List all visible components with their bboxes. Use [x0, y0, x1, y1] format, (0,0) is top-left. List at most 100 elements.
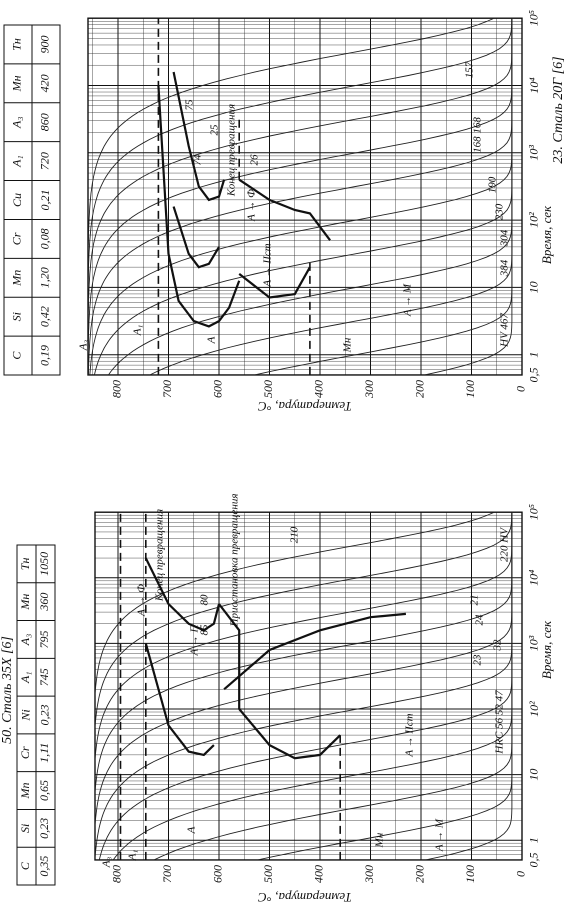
temperature-tick-label: 500: [261, 865, 275, 883]
table-header: Mn: [10, 270, 24, 287]
annotation: A → IIст: [262, 243, 274, 287]
annotation: 210: [289, 526, 301, 543]
cooling-curve: [88, 18, 494, 375]
table-value: 1,20: [38, 267, 52, 288]
temperature-tick-label: 400: [312, 865, 326, 883]
cooling-curve: [153, 512, 513, 860]
table-value: 745: [37, 668, 51, 686]
x-axis-label: Время, сек: [539, 620, 554, 679]
table-header: Tн: [18, 558, 32, 571]
time-tick-label: 10³: [527, 635, 541, 651]
annotation: 80: [199, 594, 211, 606]
table-header: Mn: [18, 783, 32, 800]
temperature-tick-label: 600: [211, 380, 225, 398]
temperature-tick-label: 100: [463, 865, 477, 883]
annotation: HRC 56 52 47: [494, 690, 506, 755]
annotation: A → M: [402, 283, 414, 317]
temperature-tick-label: 500: [261, 380, 275, 398]
cooling-curve: [257, 512, 513, 860]
table-value: 0,35: [37, 856, 51, 877]
temperature-tick-label: 200: [413, 865, 427, 883]
table-value: 0,65: [37, 780, 51, 801]
table-header: Cr: [18, 746, 32, 759]
table-value: 0,19: [38, 345, 52, 366]
annotation: A → П: [189, 623, 201, 656]
annotation: A → Ф: [246, 189, 258, 222]
table-value: 360: [37, 593, 51, 612]
annotation: 25: [209, 124, 221, 136]
annotation: 190: [487, 176, 499, 193]
annotation: A: [206, 336, 218, 344]
time-tick-label: 10⁴: [527, 77, 541, 93]
annotation: 21: [469, 595, 481, 606]
table-value: 0,42: [38, 306, 52, 327]
curves: [88, 18, 513, 375]
cooling-curve: [88, 18, 513, 375]
time-tick-label: 10²: [527, 212, 541, 228]
annotation: Приостановка превращения: [229, 494, 241, 628]
annotation: A₁: [127, 850, 139, 862]
cooling-curve: [95, 512, 513, 733]
annotation: A → M: [434, 818, 446, 852]
table-value: 1,11: [37, 743, 51, 763]
time-tick-label: 1: [527, 837, 541, 843]
annotation: 85: [199, 624, 211, 636]
table-header: A₃: [10, 116, 24, 129]
temperature-tick-label: 0: [514, 386, 528, 392]
time-tick-label: 10²: [527, 701, 541, 717]
time-tick-label: 10⁵: [527, 10, 541, 26]
transformation-curve: [238, 708, 341, 760]
temperature-tick-label: 300: [362, 380, 376, 399]
table-value: 860: [38, 113, 52, 131]
time-tick-label: 0,5: [527, 852, 541, 867]
annotation: 220 HV: [499, 527, 511, 562]
cooling-curve: [88, 18, 513, 375]
temperature-tick-label: 100: [463, 380, 477, 398]
temperature-tick-label: 600: [211, 865, 225, 883]
table-header: C: [10, 351, 24, 360]
table-header: A₁: [10, 155, 24, 168]
table-header: Tн: [10, 38, 24, 51]
table-header: A₃: [18, 634, 32, 647]
annotation: 24: [474, 614, 486, 626]
table-header: Si: [10, 312, 24, 321]
temperature-tick-label: 300: [362, 865, 376, 884]
cooling-curve: [95, 512, 513, 766]
transformation-curve: [144, 557, 221, 632]
transformation-curve: [238, 178, 331, 241]
temperature-tick-label: 800: [110, 865, 124, 883]
y-axis-label: Температура, °C: [258, 399, 352, 414]
annotation: 168 168: [472, 117, 484, 153]
table-value: 0,21: [38, 190, 52, 211]
temperature-tick-label: 700: [160, 380, 174, 398]
annotation: 75: [184, 99, 196, 111]
y-axis-label: Температура, °C: [258, 890, 352, 905]
time-tick-label: 0,5: [527, 367, 541, 382]
table-value: 420: [38, 74, 52, 92]
table-value: 1050: [37, 552, 51, 576]
time-tick-label: 10⁵: [527, 504, 541, 520]
time-tick-label: 1: [527, 352, 541, 358]
table-header: Mн: [18, 594, 32, 611]
annotation: 32: [492, 639, 504, 652]
transformation-curve: [172, 71, 226, 202]
table-header: C: [18, 861, 32, 870]
x-axis-label: Время, сек: [539, 205, 554, 264]
time-tick-label: 10: [527, 769, 541, 781]
time-tick-label: 10: [527, 281, 541, 293]
table-value: 0,23: [37, 818, 51, 839]
table-header: Mн: [10, 75, 24, 92]
annotation: Конец превращения: [154, 509, 166, 602]
temperature-tick-label: 200: [413, 380, 427, 398]
annotation: A₁: [132, 325, 144, 337]
panel-title: 23. Сталь 20Г [6]: [551, 56, 566, 163]
annotation: Mн: [342, 337, 354, 353]
transformation-curve: [144, 643, 215, 757]
annotation: 230: [494, 203, 506, 220]
plot-frame: [87, 17, 523, 376]
time-tick-label: 10⁴: [527, 570, 541, 586]
table-value: 900: [38, 35, 52, 53]
table-value: 795: [37, 630, 51, 648]
temperature-tick-label: 800: [110, 380, 124, 398]
